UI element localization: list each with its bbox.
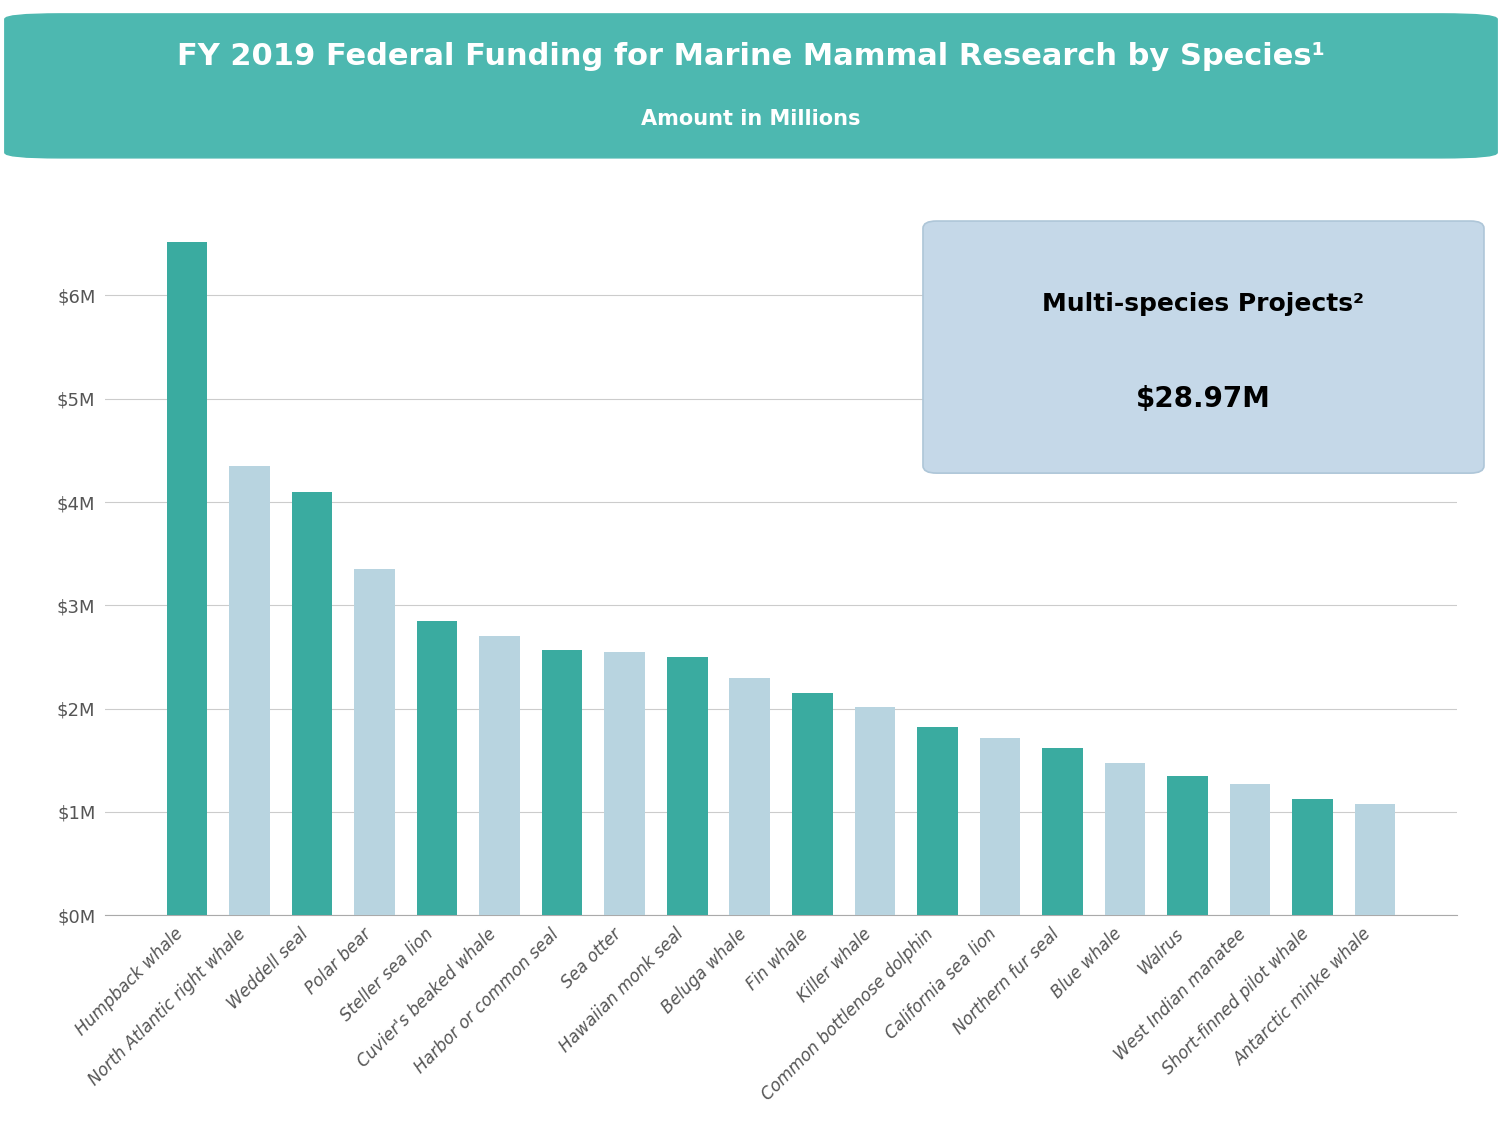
Text: FY 2019 Federal Funding for Marine Mammal Research by Species¹: FY 2019 Federal Funding for Marine Mamma… xyxy=(177,42,1325,71)
Bar xyxy=(792,693,832,915)
Bar xyxy=(979,738,1020,915)
Bar xyxy=(291,492,332,915)
Bar xyxy=(230,466,270,915)
Bar xyxy=(855,706,895,915)
Text: Amount in Millions: Amount in Millions xyxy=(641,110,861,129)
Bar xyxy=(479,636,520,915)
Bar xyxy=(354,570,395,915)
Bar xyxy=(1167,776,1208,915)
Bar xyxy=(604,652,644,915)
Text: $28.97M: $28.97M xyxy=(1136,385,1271,414)
Bar xyxy=(1104,764,1146,915)
Bar xyxy=(542,650,583,915)
Bar xyxy=(1230,784,1271,915)
Bar xyxy=(416,620,458,915)
Bar xyxy=(167,242,207,915)
Bar xyxy=(1355,803,1395,915)
Bar xyxy=(667,657,707,915)
Bar xyxy=(1292,799,1332,915)
Text: Multi-species Projects²: Multi-species Projects² xyxy=(1042,293,1364,316)
Bar xyxy=(730,678,771,915)
Bar xyxy=(1042,748,1083,915)
FancyBboxPatch shape xyxy=(5,14,1497,158)
Bar xyxy=(918,728,958,915)
FancyBboxPatch shape xyxy=(922,221,1484,473)
